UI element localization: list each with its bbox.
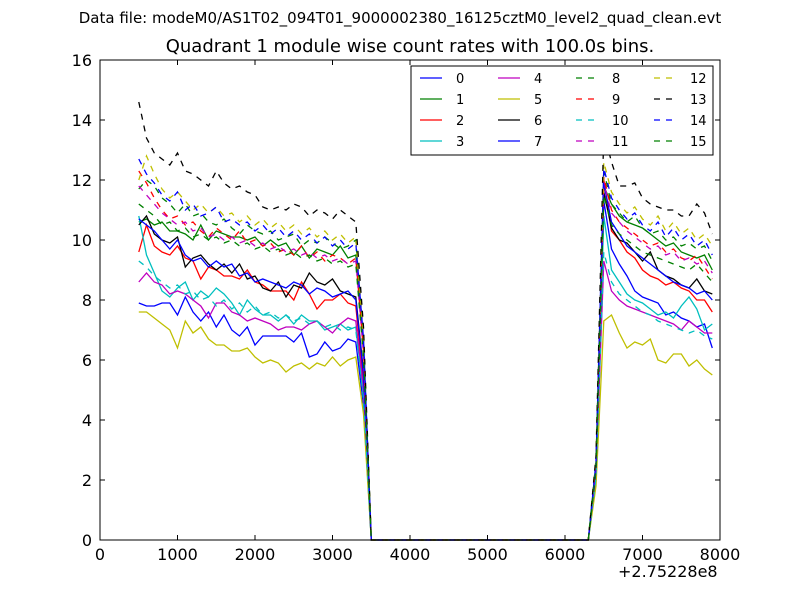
x-tick-label: 1000 [157, 545, 198, 564]
legend-label-14: 14 [690, 114, 707, 129]
series-line-15 [138, 194, 713, 541]
series-line-3 [138, 215, 713, 541]
series-line-2 [138, 179, 713, 541]
series-line-11 [138, 182, 713, 541]
x-tick-label: 4000 [390, 545, 431, 564]
series-line-7 [138, 182, 713, 541]
legend-label-6: 6 [534, 114, 542, 129]
series-line-5 [138, 311, 713, 541]
x-tick-label: 6000 [545, 545, 586, 564]
y-tick-label: 16 [72, 51, 92, 70]
legend-label-4: 4 [534, 72, 542, 87]
series-line-0 [138, 200, 713, 541]
legend-label-2: 2 [456, 114, 464, 129]
series-line-14 [138, 158, 713, 541]
series-line-8 [138, 170, 713, 541]
chart-title: Quadrant 1 module wise count rates with … [165, 36, 655, 57]
y-tick-label: 6 [82, 351, 92, 370]
x-tick-label: 2000 [235, 545, 276, 564]
legend-label-11: 11 [612, 135, 629, 150]
y-tick-label: 12 [72, 171, 92, 190]
x-tick-label: 0 [95, 545, 105, 564]
legend-label-8: 8 [612, 72, 620, 87]
legend-box [410, 65, 714, 156]
x-tick-label: 3000 [312, 545, 353, 564]
y-tick-label: 10 [72, 231, 92, 250]
y-tick-label: 0 [82, 531, 92, 550]
x-tick-label: 8000 [700, 545, 741, 564]
series-line-13 [138, 101, 713, 541]
legend-label-12: 12 [690, 72, 707, 87]
legend-label-13: 13 [690, 93, 707, 108]
x-offset-label: +2.75228e8 [618, 562, 718, 581]
legend-label-5: 5 [534, 93, 542, 108]
legend-label-1: 1 [456, 93, 464, 108]
series-line-9 [138, 170, 713, 541]
x-tick-label: 5000 [467, 545, 508, 564]
y-tick-label: 8 [82, 291, 92, 310]
y-tick-label: 2 [82, 471, 92, 490]
y-tick-label: 14 [72, 111, 92, 130]
legend-label-3: 3 [456, 135, 464, 150]
legend-label-10: 10 [612, 114, 629, 129]
legend-label-7: 7 [534, 135, 542, 150]
y-tick-label: 4 [82, 411, 92, 430]
series-line-4 [138, 260, 713, 541]
legend-label-9: 9 [612, 93, 620, 108]
series-line-12 [138, 154, 713, 541]
x-tick-label: 7000 [622, 545, 663, 564]
series-line-6 [138, 191, 713, 541]
series-line-1 [138, 185, 713, 541]
suptitle: Data file: modeM0/AS1T02_094T01_90000023… [78, 9, 722, 27]
legend-label-0: 0 [456, 72, 464, 87]
legend-label-15: 15 [690, 135, 707, 150]
